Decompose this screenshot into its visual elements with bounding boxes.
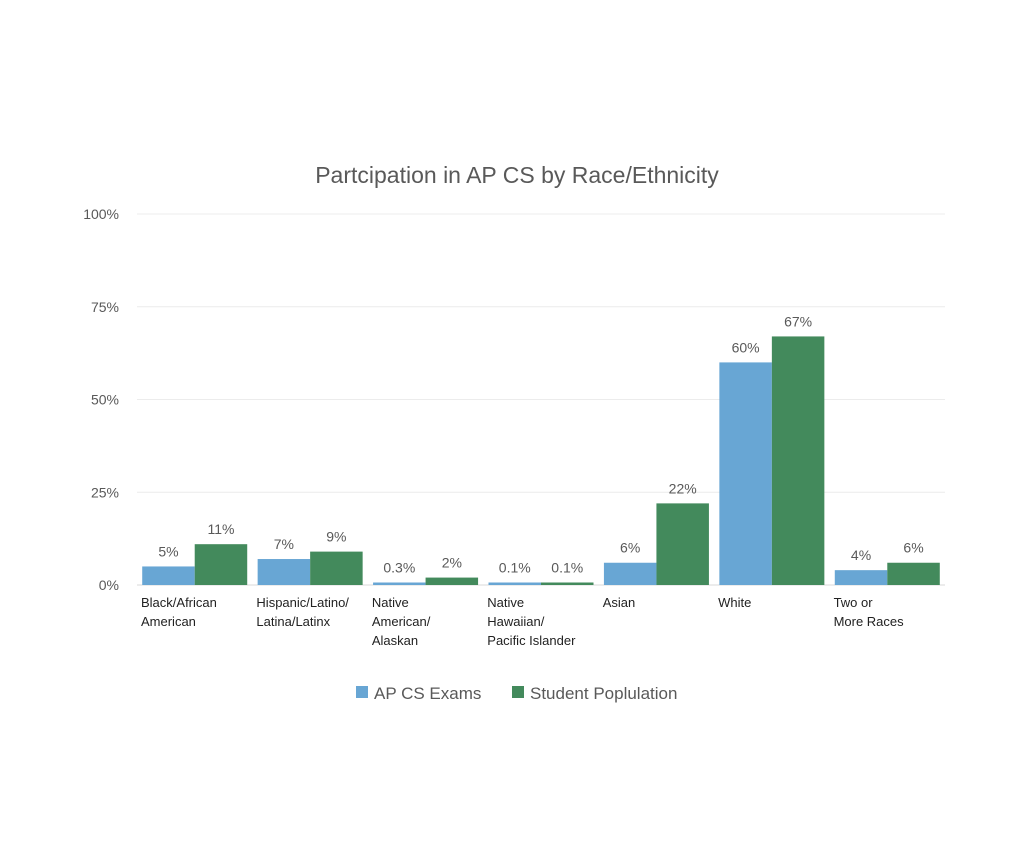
bar-student-population <box>310 551 363 585</box>
data-label: 60% <box>732 339 760 355</box>
data-label: 0.1% <box>551 560 583 576</box>
y-axis: 0% 25% 50% 75% 100% <box>83 206 119 593</box>
category-label: Two or More Races <box>834 595 905 629</box>
bar-ap-cs-exams <box>257 559 311 585</box>
category-label-line: Asian <box>603 595 636 610</box>
data-label: 7% <box>274 536 294 552</box>
category-label-line: American/ <box>372 614 431 629</box>
y-tick-label: 50% <box>91 392 119 408</box>
data-label: 2% <box>442 555 462 571</box>
category-label: Asian <box>603 595 636 610</box>
category-label: Black/African American <box>141 595 217 629</box>
x-axis: Black/African American Hispanic/Latino/Lat… <box>141 595 904 648</box>
category-label-line: Latina/Latinx <box>256 614 330 629</box>
category-label-line: More Races <box>834 614 905 629</box>
bar-student-population <box>541 582 594 585</box>
bar-student-population <box>194 544 248 585</box>
legend-label: Student Poplulation <box>530 684 677 703</box>
category-label-line: White <box>718 595 751 610</box>
bar-ap-cs-exams <box>834 570 888 585</box>
bar-ap-cs-exams <box>142 566 195 585</box>
category-label: Native Hawaiian/Pacific Islander <box>487 595 576 648</box>
category-label-line: Alaskan <box>372 633 418 648</box>
y-tick-label: 0% <box>99 577 119 593</box>
legend-label: AP CS Exams <box>374 684 481 703</box>
data-label: 4% <box>851 547 871 563</box>
category-label-line: Pacific Islander <box>487 633 576 648</box>
legend-swatch <box>356 686 368 698</box>
data-label: 22% <box>669 480 697 496</box>
data-label: 6% <box>903 540 923 556</box>
bar-student-population <box>656 503 709 585</box>
bar-ap-cs-exams <box>719 362 772 585</box>
y-tick-label: 100% <box>83 206 119 222</box>
bars: 5% 11% 7% 9% 0.3% 2% 0.1% 0.1% 6% 22% 60% 67% 4% 6% <box>142 313 940 585</box>
legend-swatch <box>512 686 524 698</box>
category-label-line: Black/African <box>141 595 217 610</box>
bar-ap-cs-exams <box>373 582 426 585</box>
y-tick-label: 75% <box>91 299 119 315</box>
bar-student-population <box>887 562 940 585</box>
category-label: White <box>718 595 751 610</box>
category-label-line: Native <box>372 595 409 610</box>
data-label: 0.3% <box>383 560 415 576</box>
category-label-line: American <box>141 614 196 629</box>
category-label-line: Native <box>487 595 524 610</box>
data-label: 6% <box>620 540 640 556</box>
legend: AP CS Exams Student Poplulation <box>356 684 677 703</box>
data-label: 5% <box>158 543 178 559</box>
category-label: Hispanic/Latino/Latina/Latinx <box>256 595 349 629</box>
y-tick-label: 25% <box>91 484 119 500</box>
bar-ap-cs-exams <box>488 582 541 585</box>
bar-student-population <box>771 336 825 585</box>
category-label-line: Two or <box>834 595 874 610</box>
category-label: Native American/Alaskan <box>372 595 431 648</box>
bar-ap-cs-exams <box>603 562 657 585</box>
data-label: 0.1% <box>499 560 531 576</box>
category-label-line: Hispanic/Latino/ <box>256 595 349 610</box>
data-label: 67% <box>784 313 812 329</box>
category-label-line: Hawaiian/ <box>487 614 544 629</box>
data-label: 11% <box>207 521 234 537</box>
chart-title: Partcipation in AP CS by Race/Ethnicity <box>315 162 719 188</box>
data-label: 9% <box>326 529 346 545</box>
bar-student-population <box>425 577 479 585</box>
